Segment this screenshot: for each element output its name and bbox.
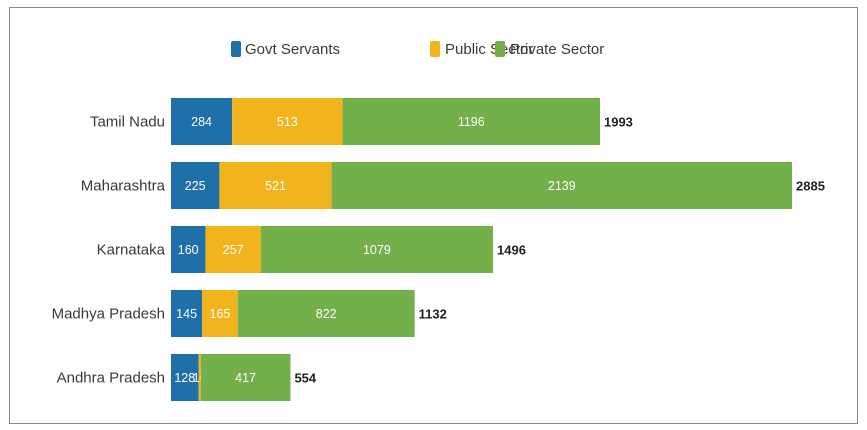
legend-swatch-private-sector [495, 41, 505, 57]
segment-label-karnataka-govt-servants: 160 [178, 243, 199, 257]
segment-label-tamil-nadu-public-sector: 513 [277, 115, 298, 129]
legend-swatch-govt-servants [231, 41, 241, 57]
bar-segment-karnataka-private-sector [260, 226, 494, 273]
segment-label-madhya-pradesh-public-sector: 165 [210, 307, 231, 321]
bar-segment-andhra-pradesh-govt-servants [171, 354, 199, 401]
segment-label-maharashtra-private-sector: 2139 [548, 179, 576, 193]
bar-segment-tamil-nadu-private-sector [342, 98, 600, 145]
segment-label-tamil-nadu-private-sector: 1196 [458, 115, 485, 129]
bar-segment-maharashtra-private-sector [331, 162, 792, 209]
segment-label-maharashtra-public-sector: 521 [265, 179, 286, 193]
segment-label-tamil-nadu-govt-servants: 284 [191, 115, 212, 129]
bar-segment-andhra-pradesh-public-sector [198, 354, 201, 401]
category-label-tamil-nadu: Tamil Nadu [90, 114, 165, 131]
category-label-madhya-pradesh: Madhya Pradesh [52, 306, 165, 323]
total-label-maharashtra: 2885 [796, 179, 825, 194]
bar-segment-karnataka-govt-servants [171, 226, 206, 273]
bar-segment-maharashtra-govt-servants [171, 162, 220, 209]
category-label-karnataka: Karnataka [97, 242, 166, 259]
total-label-tamil-nadu: 1993 [604, 115, 633, 130]
total-label-karnataka: 1496 [497, 243, 526, 258]
legend-swatch-public-sector [430, 41, 440, 57]
bar-segment-madhya-pradesh-private-sector [237, 290, 415, 337]
segment-label-madhya-pradesh-private-sector: 822 [316, 307, 337, 321]
segment-label-karnataka-public-sector: 257 [223, 243, 244, 257]
legend-label-govt-servants: Govt Servants [245, 41, 340, 58]
bar-segment-andhra-pradesh-private-sector [200, 354, 291, 401]
segment-label-karnataka-private-sector: 1079 [363, 243, 391, 257]
bar-segment-tamil-nadu-public-sector [232, 98, 343, 145]
bar-segment-madhya-pradesh-public-sector [202, 290, 238, 337]
legend-label-public-sector: Public Sector [445, 41, 533, 58]
bar-segment-tamil-nadu-govt-servants [171, 98, 233, 145]
segment-label-maharashtra-govt-servants: 225 [185, 179, 206, 193]
category-label-maharashtra: Maharashtra [81, 178, 166, 195]
total-label-madhya-pradesh: 1132 [419, 307, 447, 322]
bar-segment-maharashtra-public-sector [219, 162, 332, 209]
segment-label-andhra-pradesh-govt-servants: 128 [174, 371, 195, 385]
segment-label-andhra-pradesh-private-sector: 417 [235, 371, 256, 385]
total-label-andhra-pradesh: 554 [294, 371, 316, 386]
segment-label-madhya-pradesh-govt-servants: 145 [176, 307, 197, 321]
legend-label-private-sector: Private Sector [510, 41, 604, 58]
category-label-andhra-pradesh: Andhra Pradesh [57, 370, 165, 387]
bar-segment-karnataka-public-sector [205, 226, 261, 273]
chart-frame: Govt Servants Public Sector Private Sector… [9, 7, 858, 424]
bar-segment-madhya-pradesh-govt-servants [171, 290, 203, 337]
